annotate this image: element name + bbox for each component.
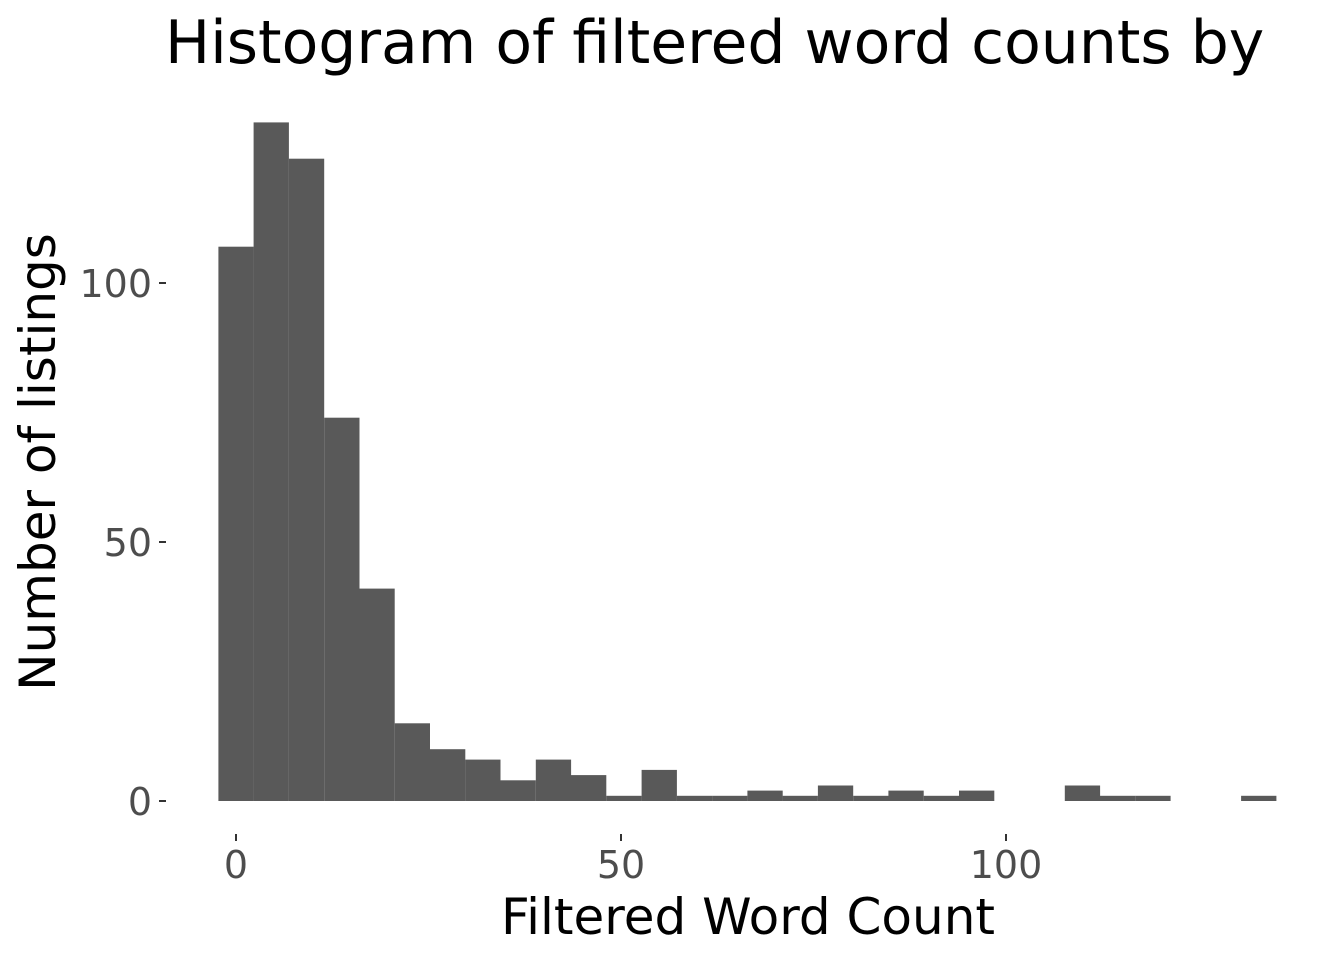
y-tick-label-2: 100 [79,262,152,306]
y-tick-label-1: 50 [104,521,152,565]
histogram-bar-6 [430,749,466,801]
histogram-bar-29 [1241,795,1277,801]
histogram-bar-24 [1064,785,1101,801]
y-axis-title: Number of listings [9,233,67,691]
histogram-bar-11 [606,795,642,801]
histogram-bar-21 [959,790,995,801]
histogram-bar-9 [535,759,572,801]
y-tick-label-0: 0 [128,780,152,824]
histogram-bar-8 [500,780,536,801]
histogram-bar-5 [394,723,430,801]
histogram-bar-16 [782,795,818,801]
histogram-bar-17 [817,785,854,801]
histogram-bar-25 [1100,795,1136,801]
histogram-bar-10 [571,775,607,801]
x-tick-label-1: 50 [597,843,645,887]
histogram-bar-0 [218,246,254,801]
chart-title: Histogram of filtered word counts by [165,8,1264,78]
histogram-bars [218,122,1277,801]
histogram-bar-3 [324,417,360,801]
x-tick-label-2: 100 [970,843,1043,887]
histogram-bar-7 [465,759,501,801]
x-axis: 0 50 100 [224,834,1042,887]
histogram-bar-26 [1135,795,1171,801]
histogram-bar-13 [676,795,713,801]
histogram-bar-15 [747,790,783,801]
histogram-bar-12 [641,769,677,801]
histogram-bar-19 [888,790,924,801]
y-axis: 0 50 100 [79,262,166,824]
histogram-bar-1 [253,122,289,801]
histogram-bar-2 [288,158,325,801]
histogram-bar-14 [712,795,748,801]
histogram-bar-20 [923,795,959,801]
histogram-bar-4 [359,588,395,801]
histogram-bar-18 [853,795,889,801]
x-tick-label-0: 0 [224,843,248,887]
x-axis-title: Filtered Word Count [501,888,995,946]
